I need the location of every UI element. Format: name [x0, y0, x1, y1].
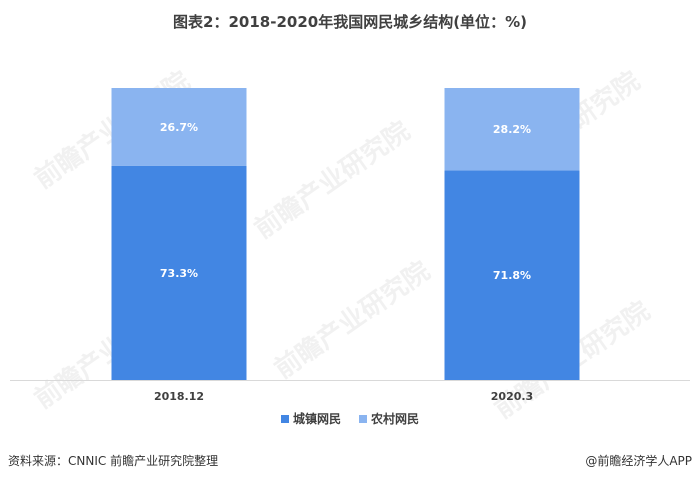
- legend-item-urban: 城镇网民: [280, 410, 341, 427]
- bar-segment-rural-0: [111, 88, 247, 166]
- x-tick-label: 2018.12: [154, 390, 204, 403]
- legend-swatch-rural: [359, 414, 367, 423]
- bar-segment-urban-0: [111, 165, 247, 380]
- data-label: 28.2%: [493, 123, 531, 136]
- source-note: 资料来源：CNNIC 前瞻产业研究院整理: [8, 454, 219, 468]
- legend-item-rural: 农村网民: [359, 410, 419, 427]
- data-label: 73.3%: [160, 267, 198, 280]
- data-label: 71.8%: [493, 269, 531, 282]
- legend-swatch-urban: [280, 414, 289, 423]
- data-label: 26.7%: [160, 121, 198, 134]
- x-tick-label: 2020.3: [491, 390, 533, 403]
- chart-title: 图表2：2018-2020年我国网民城乡结构(单位：%): [173, 13, 527, 31]
- credit-note: @前瞻经济学人APP: [585, 454, 692, 468]
- bar-segment-urban-1: [444, 170, 580, 380]
- legend-label-rural: 农村网民: [371, 412, 420, 426]
- legend-label-urban: 城镇网民: [292, 412, 341, 426]
- legend: 城镇网民 农村网民: [0, 410, 700, 427]
- bar-segment-rural-1: [444, 88, 580, 171]
